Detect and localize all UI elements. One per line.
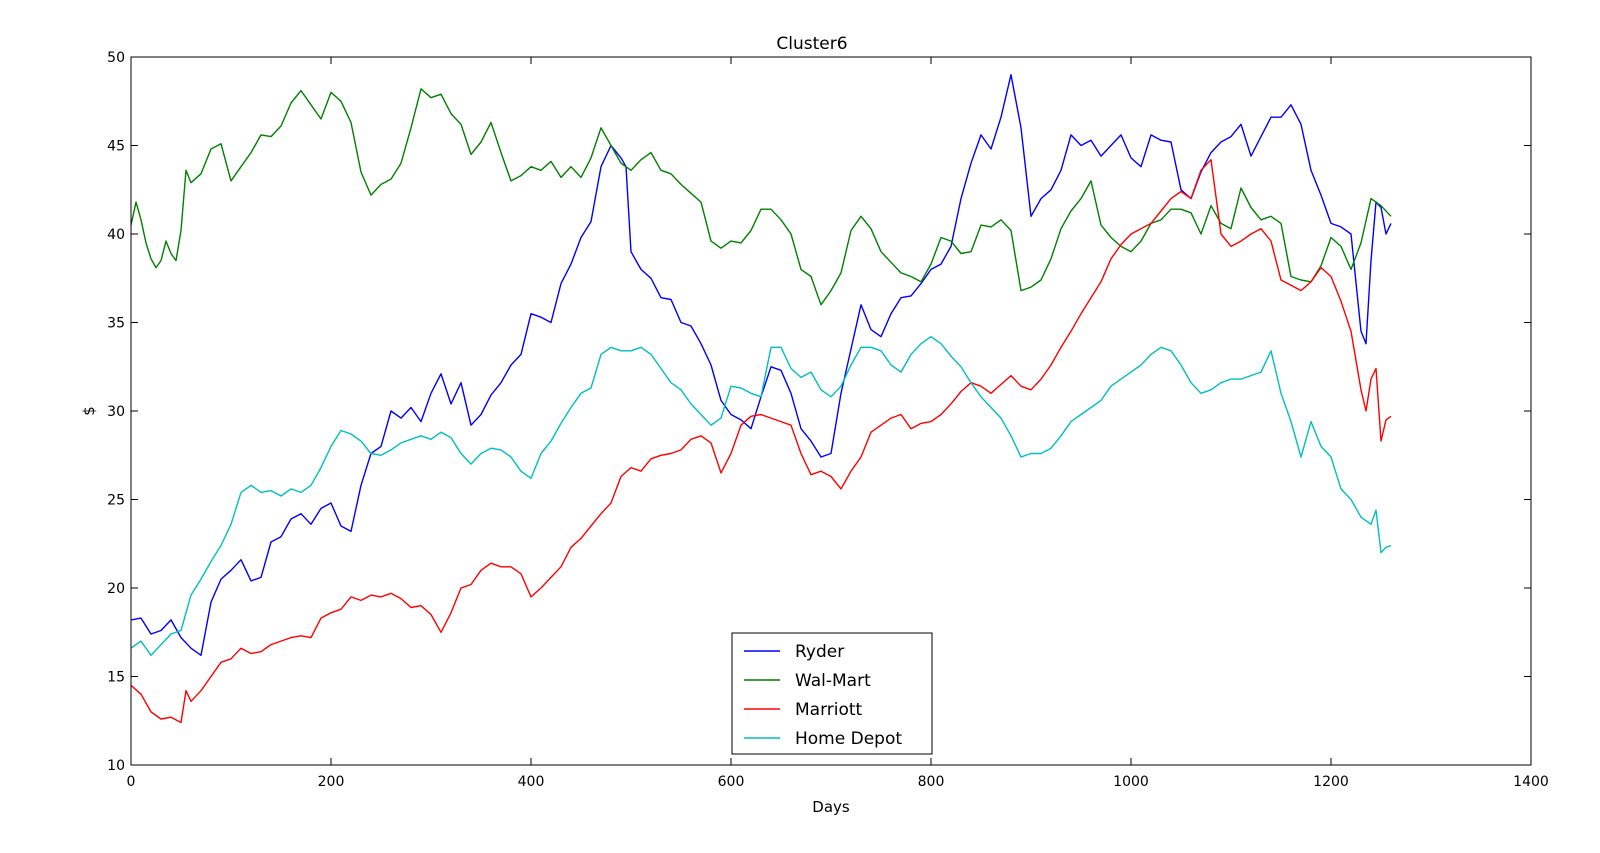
- series-line-marriott: [130, 159, 1392, 724]
- x-tick-label: 600: [718, 774, 745, 790]
- x-tick-label: 0: [127, 774, 136, 790]
- x-tick-label: 200: [318, 774, 345, 790]
- legend-label-ryder: Ryder: [795, 642, 844, 662]
- y-tick-label: 45: [107, 139, 125, 155]
- y-tick-label: 50: [107, 50, 125, 66]
- y-tick-label: 30: [107, 404, 125, 420]
- y-tick-label: 40: [107, 227, 125, 243]
- x-tick-label: 400: [518, 774, 545, 790]
- legend-label-home-depot: Home Depot: [795, 729, 902, 749]
- legend-label-wal-mart: Wal-Mart: [795, 671, 871, 691]
- y-axis-label: $: [80, 406, 98, 416]
- series-line-home-depot: [130, 336, 1392, 656]
- x-tick-label: 1200: [1313, 774, 1349, 790]
- x-tick-label: 1000: [1113, 774, 1149, 790]
- y-tick-label: 10: [107, 758, 125, 774]
- y-tick-label: 35: [107, 316, 125, 332]
- series-line-wal-mart: [130, 88, 1392, 306]
- series-layer: [130, 74, 1392, 724]
- legend-box: [731, 632, 933, 755]
- y-tick-label: 15: [107, 670, 125, 686]
- y-tick-label: 25: [107, 493, 125, 509]
- series-line-ryder: [130, 74, 1392, 656]
- legend-label-marriott: Marriott: [795, 700, 863, 720]
- legend: Ryder Wal-Mart Marriott Home Depot: [731, 632, 933, 755]
- chart-title: Cluster6: [776, 34, 847, 54]
- y-tick-label: 20: [107, 581, 125, 597]
- ticks-layer: 0 200 400 600 800 1000 1200 1400 10 15 20 25 30 35 40 4…: [107, 50, 1549, 790]
- x-tick-label: 800: [918, 774, 945, 790]
- x-axis-label: Days: [812, 798, 850, 816]
- x-tick-label: 1400: [1513, 774, 1549, 790]
